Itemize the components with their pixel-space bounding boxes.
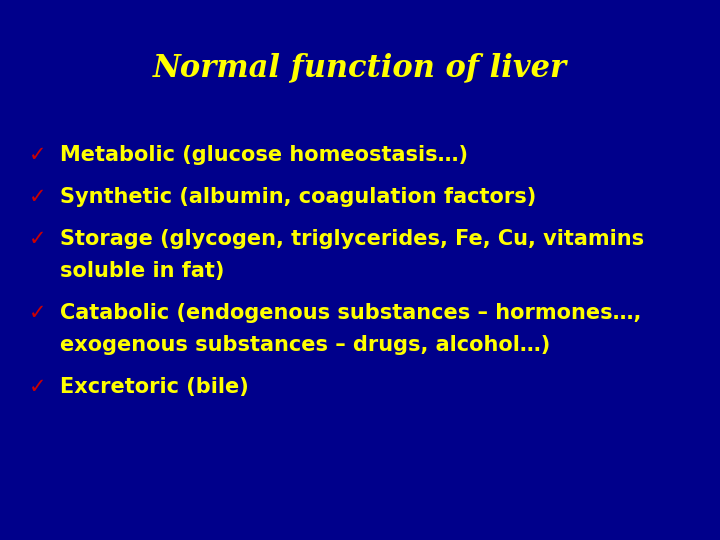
Text: ✓: ✓ bbox=[30, 229, 47, 249]
Text: ✓: ✓ bbox=[30, 377, 47, 397]
Text: Synthetic (albumin, coagulation factors): Synthetic (albumin, coagulation factors) bbox=[60, 187, 536, 207]
Text: exogenous substances – drugs, alcohol…): exogenous substances – drugs, alcohol…) bbox=[60, 335, 550, 355]
Text: ✓: ✓ bbox=[30, 187, 47, 207]
Text: Storage (glycogen, triglycerides, Fe, Cu, vitamins: Storage (glycogen, triglycerides, Fe, Cu… bbox=[60, 229, 644, 249]
Text: Excretoric (bile): Excretoric (bile) bbox=[60, 377, 248, 397]
Text: Catabolic (endogenous substances – hormones…,: Catabolic (endogenous substances – hormo… bbox=[60, 303, 642, 323]
Text: ✓: ✓ bbox=[30, 303, 47, 323]
Text: soluble in fat): soluble in fat) bbox=[60, 261, 225, 281]
Text: Normal function of liver: Normal function of liver bbox=[153, 52, 567, 83]
Text: Metabolic (glucose homeostasis…): Metabolic (glucose homeostasis…) bbox=[60, 145, 468, 165]
Text: ✓: ✓ bbox=[30, 145, 47, 165]
